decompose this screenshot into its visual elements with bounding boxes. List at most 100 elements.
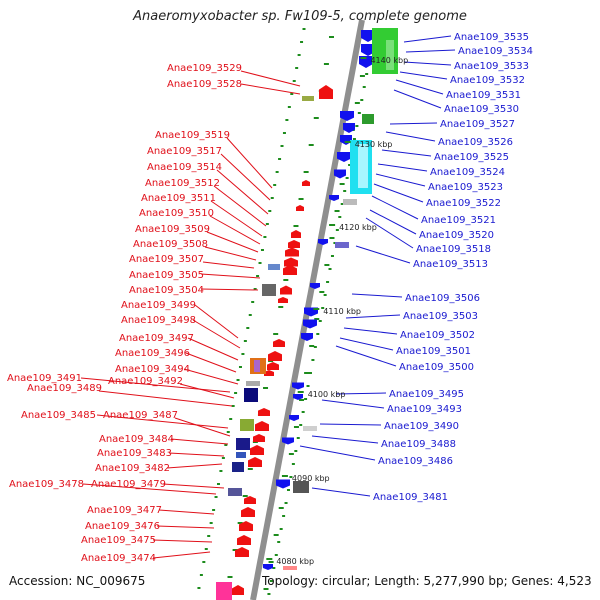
forward-gene-arrow <box>334 169 346 179</box>
gene-label-Anae109_3490: Anae109_3490 <box>384 421 459 432</box>
tick-dash <box>273 333 279 335</box>
tick-dot <box>365 73 369 75</box>
label-connector <box>311 435 379 444</box>
forward-gene-arrow <box>361 30 375 42</box>
tick-dot <box>352 138 356 140</box>
gene-label-Anae109_3509: Anae109_3509 <box>135 224 210 235</box>
tick-dash <box>242 495 248 497</box>
gene-label-Anae109_3505: Anae109_3505 <box>129 270 204 281</box>
label-connectors <box>80 35 456 559</box>
tick-dash <box>319 291 325 293</box>
tick-dash <box>303 171 309 173</box>
label-connector <box>395 79 444 95</box>
reverse-gene-arrow <box>267 362 279 370</box>
gene-label-Anae109_3492: Anae109_3492 <box>108 376 183 387</box>
label-connector <box>192 319 241 349</box>
scale-tick <box>313 308 320 310</box>
tick-dot <box>202 561 206 563</box>
tick-dot <box>289 476 293 478</box>
tick-dash <box>293 225 299 227</box>
tick-dot <box>348 164 352 166</box>
gene-label-Anae109_3482: Anae109_3482 <box>95 463 170 474</box>
tick-dash <box>304 372 310 374</box>
gene-label-Anae109_3499: Anae109_3499 <box>121 300 196 311</box>
gene-label-Anae109_3526: Anae109_3526 <box>438 137 513 148</box>
label-connector <box>240 83 301 95</box>
reverse-gene-arrow <box>239 521 253 531</box>
forward-gene-arrow <box>337 152 351 162</box>
scale-labels: 4140 kbp 4130 kbp 4120 kbp 4110 kbp 4100 kbp… <box>266 56 408 566</box>
tick-dot <box>360 99 364 101</box>
tick-dot <box>306 385 310 387</box>
gene-label-Anae109_3497: Anae109_3497 <box>119 333 194 344</box>
tick-dot <box>323 294 327 296</box>
tick-dot <box>299 424 303 426</box>
tick-dot <box>253 288 257 290</box>
tick-dash <box>308 144 314 146</box>
tick-dot <box>229 418 233 420</box>
right-gene-labels[interactable]: Anae109_3535 Anae109_3534 Anae109_3533 Anae… <box>373 32 533 503</box>
forward-gene-block-pink <box>283 566 297 570</box>
tick-dot <box>284 502 288 504</box>
reverse-gene-arrow <box>288 240 300 248</box>
label-connector <box>82 483 217 495</box>
tick-dot <box>214 496 218 498</box>
gene-label-Anae109_3502: Anae109_3502 <box>400 330 475 341</box>
label-connector <box>385 131 436 142</box>
tick-dot <box>238 366 242 368</box>
tick-dot <box>275 171 279 173</box>
tick-dot <box>362 86 366 88</box>
label-connector <box>210 200 263 237</box>
tick-dot <box>280 145 284 147</box>
gene-label-Anae109_3501: Anae109_3501 <box>396 346 471 357</box>
label-connector <box>209 215 261 245</box>
tick-dash <box>278 507 284 509</box>
gene-label-Anae109_3533: Anae109_3533 <box>454 61 529 72</box>
label-connector <box>194 304 239 339</box>
forward-gene-arrow <box>292 382 304 390</box>
reverse-gene-arrow <box>278 297 288 303</box>
tick-dash <box>359 75 365 77</box>
tick-marks <box>197 28 376 595</box>
tick-dash <box>313 117 319 119</box>
scale-tick <box>266 558 273 560</box>
label-connector <box>311 487 371 497</box>
gene-label-Anae109_3524: Anae109_3524 <box>430 167 505 178</box>
reverse-gene-arrow <box>296 205 304 211</box>
tick-dot <box>199 574 203 576</box>
label-connector <box>345 314 401 319</box>
label-connector <box>299 445 376 461</box>
gene-label-Anae109_3534: Anae109_3534 <box>458 46 533 57</box>
tick-dash <box>283 279 289 281</box>
tick-dot <box>263 236 267 238</box>
reverse-gene-arrow <box>235 547 249 557</box>
tick-dot <box>243 340 247 342</box>
gene-features[interactable] <box>216 28 398 600</box>
gene-label-Anae109_3506: Anae109_3506 <box>405 293 480 304</box>
reverse-gene-block <box>232 462 244 472</box>
forward-gene-arrow <box>340 111 354 121</box>
label-connector <box>240 70 301 87</box>
label-connector <box>200 273 261 279</box>
gene-label-Anae109_3519: Anae109_3519 <box>155 130 230 141</box>
label-connector <box>96 414 229 429</box>
forward-gene-arrow <box>343 123 355 133</box>
label-connector <box>152 539 213 543</box>
gene-label-Anae109_3508: Anae109_3508 <box>133 239 208 250</box>
forward-gene-arrow <box>301 333 313 341</box>
scale-label: 4090 kbp <box>292 474 330 483</box>
label-connector <box>216 169 269 215</box>
tick-dot <box>328 268 332 270</box>
tick-dot <box>209 522 213 524</box>
tick-dot <box>357 112 361 114</box>
tick-dot <box>258 262 262 264</box>
tick-dot <box>269 580 273 582</box>
gene-label-Anae109_3495: Anae109_3495 <box>389 389 464 400</box>
tick-dot <box>204 548 208 550</box>
left-gene-labels[interactable]: Anae109_3529 Anae109_3528 Anae109_3519 Anae… <box>7 63 242 564</box>
reverse-gene-block <box>236 438 250 450</box>
tick-dash <box>324 264 330 266</box>
label-connector <box>365 217 414 249</box>
label-connector <box>226 137 273 189</box>
gene-label-Anae109_3532: Anae109_3532 <box>450 75 525 86</box>
